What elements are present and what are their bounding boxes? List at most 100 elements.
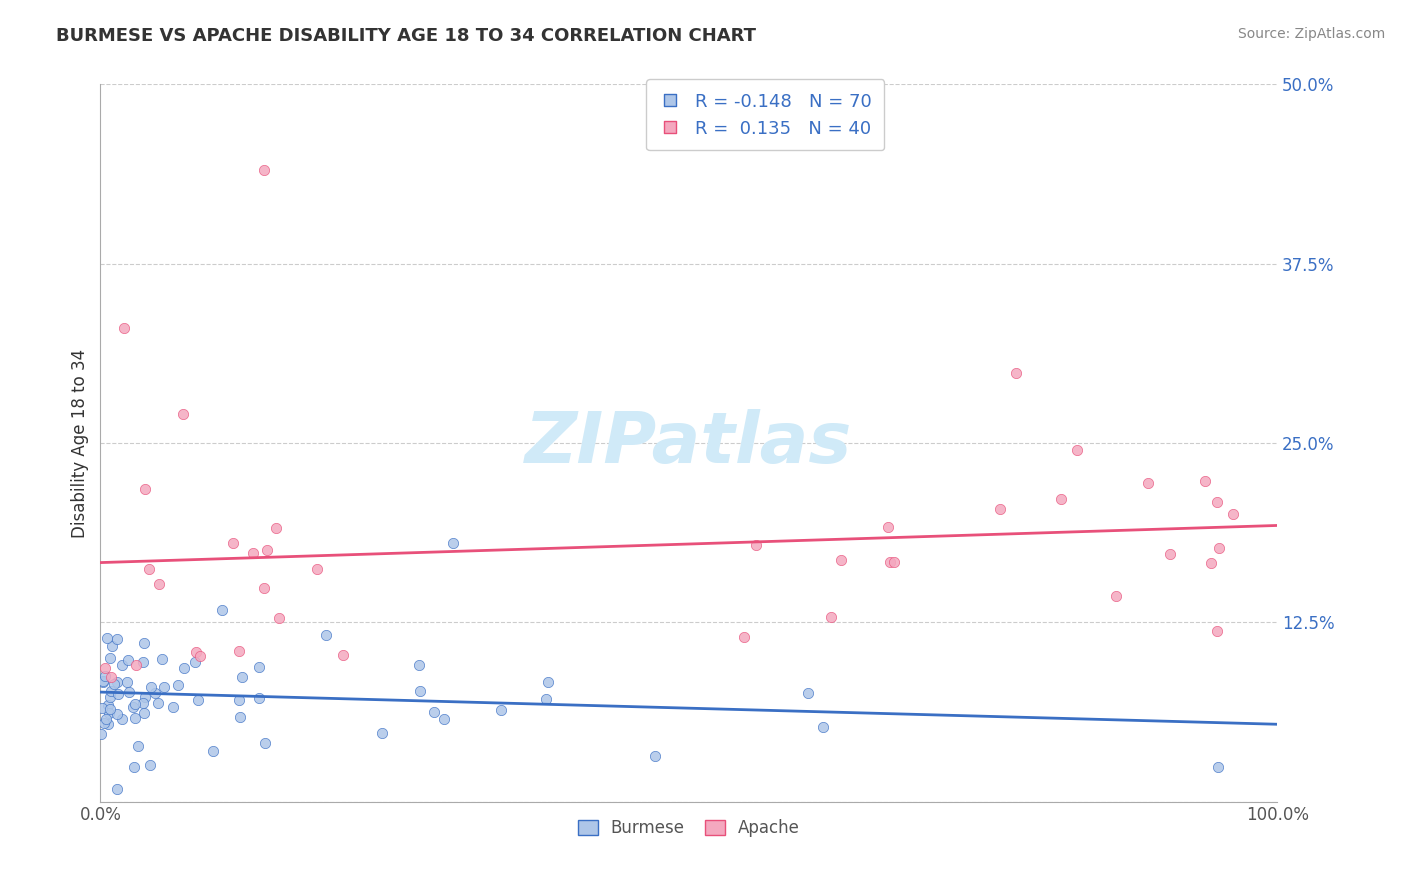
Text: ZIPatlas: ZIPatlas [524, 409, 852, 477]
Point [264, 520, 287, 534]
Point [96, 631, 118, 645]
Point [107, 688, 129, 702]
Point [744, 538, 766, 552]
Point [107, 706, 129, 721]
Text: Source: ZipAtlas.com: Source: ZipAtlas.com [1237, 27, 1385, 41]
Point [162, 700, 184, 714]
Point [228, 644, 250, 658]
Point [124, 711, 146, 725]
Point [830, 553, 852, 567]
Point [184, 656, 207, 670]
Point [254, 736, 277, 750]
Point [820, 610, 842, 624]
Point [1050, 491, 1073, 506]
Point [111, 712, 134, 726]
Point [256, 542, 278, 557]
Point [148, 577, 170, 591]
Point [138, 562, 160, 576]
Point [222, 536, 245, 550]
Point [247, 660, 270, 674]
Point [173, 661, 195, 675]
Point [1208, 541, 1230, 555]
Point [131, 697, 153, 711]
Point [97, 717, 120, 731]
Point [134, 690, 156, 704]
Point [98, 706, 121, 720]
Point [242, 546, 264, 560]
Point [124, 759, 146, 773]
Point [1105, 589, 1128, 603]
Point [733, 630, 755, 644]
Point [111, 658, 134, 673]
Point [211, 603, 233, 617]
Point [100, 670, 122, 684]
Point [202, 743, 225, 757]
Point [100, 639, 122, 653]
Point [1205, 624, 1227, 639]
Point [408, 657, 430, 672]
Point [134, 483, 156, 497]
Point [97, 698, 120, 713]
Point [423, 705, 446, 719]
Point [103, 677, 125, 691]
Point [107, 674, 129, 689]
Point [127, 739, 149, 753]
Point [877, 520, 900, 534]
Point [125, 658, 148, 673]
Point [269, 611, 291, 625]
Point [187, 693, 209, 707]
Point [184, 645, 207, 659]
Point [115, 675, 138, 690]
Point [990, 502, 1012, 516]
Point [228, 693, 250, 707]
Point [121, 700, 143, 714]
Point [172, 407, 194, 421]
Point [1199, 556, 1222, 570]
Point [132, 655, 155, 669]
Point [118, 685, 141, 699]
Point [90, 727, 112, 741]
Point [371, 726, 394, 740]
Point [489, 703, 512, 717]
Text: BURMESE VS APACHE DISABILITY AGE 18 TO 34 CORRELATION CHART: BURMESE VS APACHE DISABILITY AGE 18 TO 3… [56, 27, 756, 45]
Point [879, 555, 901, 569]
Point [409, 684, 432, 698]
Point [332, 648, 354, 662]
Point [1066, 442, 1088, 457]
Point [1222, 508, 1244, 522]
Point [813, 720, 835, 734]
Point [433, 712, 456, 726]
Y-axis label: Disability Age 18 to 34: Disability Age 18 to 34 [72, 349, 89, 538]
Point [94, 669, 117, 683]
Point [124, 697, 146, 711]
Point [231, 670, 253, 684]
Point [117, 653, 139, 667]
Point [132, 706, 155, 720]
Point [148, 696, 170, 710]
Point [91, 675, 114, 690]
Point [93, 661, 115, 675]
Point [536, 675, 558, 690]
Point [883, 555, 905, 569]
Point [93, 716, 115, 731]
Point [1004, 366, 1026, 380]
Point [91, 701, 114, 715]
Point [315, 627, 337, 641]
Point [1159, 547, 1181, 561]
Point [105, 632, 128, 647]
Point [305, 562, 328, 576]
Point [229, 710, 252, 724]
Point [1136, 476, 1159, 491]
Point [253, 163, 276, 178]
Point [644, 749, 666, 764]
Point [139, 757, 162, 772]
Point [100, 684, 122, 698]
Point [1205, 495, 1227, 509]
Point [105, 781, 128, 796]
Legend: Burmese, Apache: Burmese, Apache [571, 812, 807, 844]
Point [1194, 474, 1216, 488]
Point [441, 536, 464, 550]
Point [253, 581, 276, 595]
Point [143, 685, 166, 699]
Point [152, 680, 174, 694]
